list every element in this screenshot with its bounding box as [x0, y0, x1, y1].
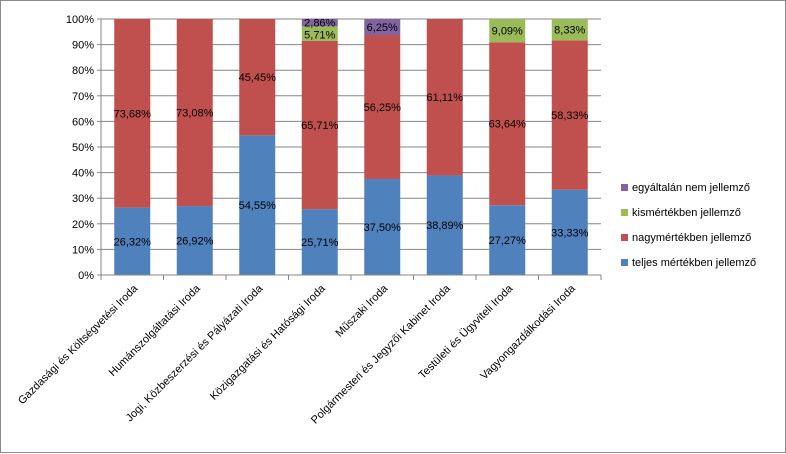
data-label: 25,71% — [301, 237, 339, 249]
bar-segment — [176, 206, 213, 275]
y-tick-label: 40% — [72, 168, 94, 180]
category-label: Műszaki Iroda — [333, 282, 391, 340]
y-tick-label: 0% — [78, 270, 94, 282]
data-label: 2,86% — [304, 18, 335, 30]
bar-segment — [239, 135, 276, 275]
data-label: 37,50% — [364, 222, 402, 234]
bar-segment — [551, 40, 588, 190]
bar-segment — [301, 19, 338, 27]
legend-label: egyáltalán nem jellemző — [632, 182, 750, 194]
bar-segment — [239, 19, 276, 136]
data-label: 9,09% — [492, 26, 523, 38]
y-tick-label: 70% — [72, 91, 94, 103]
bar-segment — [551, 19, 588, 41]
y-tick-label: 50% — [72, 142, 94, 154]
y-tick-label: 10% — [72, 244, 94, 256]
y-tick-label: 100% — [66, 14, 94, 26]
data-label: 58,33% — [551, 110, 589, 122]
bar-segment — [364, 19, 401, 35]
y-tick-label: 20% — [72, 219, 94, 231]
category-label: Jogi, Közbeszerzési és Pályázati Iroda — [124, 282, 266, 424]
data-label: 61,11% — [427, 92, 464, 104]
data-label: 73,68% — [114, 108, 152, 120]
bar-segment — [114, 19, 151, 208]
data-label: 73,08% — [176, 108, 214, 120]
data-label: 63,64% — [489, 119, 527, 131]
bars — [114, 19, 588, 275]
bar-segment — [489, 19, 526, 43]
bar-segment — [426, 19, 463, 176]
bar-segment — [301, 40, 338, 210]
y-tick-label: 30% — [72, 193, 94, 205]
legend-swatch — [621, 184, 628, 191]
data-label: 8,33% — [554, 25, 585, 37]
legend: egyáltalán nem jellemző kismértékben jell… — [621, 182, 756, 269]
data-label: 33,33% — [551, 227, 589, 239]
bar-segment — [301, 26, 338, 41]
data-label: 38,89% — [426, 220, 464, 232]
legend-label: teljes mértékben jellemző — [632, 257, 756, 269]
bar-segment — [114, 207, 151, 275]
legend-label: nagymértékben jellemző — [632, 232, 751, 244]
bar-segment — [364, 179, 401, 275]
y-tick-label: 80% — [72, 65, 94, 77]
y-tick-label: 60% — [72, 116, 94, 128]
legend-swatch — [621, 234, 628, 241]
bar-segment — [489, 205, 526, 275]
data-label: 65,71% — [301, 120, 339, 132]
category-label: Gazdasági és Költségvetési Iroda — [16, 282, 141, 407]
bar-segment — [301, 209, 338, 275]
data-labels: 26,32% 73,68% 26,92% 73,08% 54,55% 45,45% 25,7… — [114, 18, 589, 249]
legend-label: kismértékben jellemző — [632, 207, 741, 219]
data-label: 5,71% — [304, 29, 335, 41]
data-label: 26,32% — [114, 236, 152, 248]
data-label: 45,45% — [239, 72, 277, 84]
data-label: 26,92% — [176, 236, 214, 248]
data-label: 27,27% — [489, 235, 527, 247]
legend-swatch — [621, 259, 628, 266]
bar-segment — [364, 35, 401, 179]
data-label: 6,25% — [367, 22, 398, 34]
bar-segment — [426, 175, 463, 275]
bar-segment — [176, 19, 213, 207]
y-tick-label: 90% — [72, 40, 94, 52]
legend-swatch — [621, 209, 628, 216]
data-label: 54,55% — [239, 200, 277, 212]
bar-segment — [489, 42, 526, 206]
data-label: 56,25% — [364, 102, 402, 114]
category-label: Polgármesteri és Jegyzői Kabinet Iroda — [309, 282, 453, 426]
bar-segment — [551, 189, 588, 275]
category-label: Közigazgatási és Hatósági Iroda — [208, 282, 329, 403]
